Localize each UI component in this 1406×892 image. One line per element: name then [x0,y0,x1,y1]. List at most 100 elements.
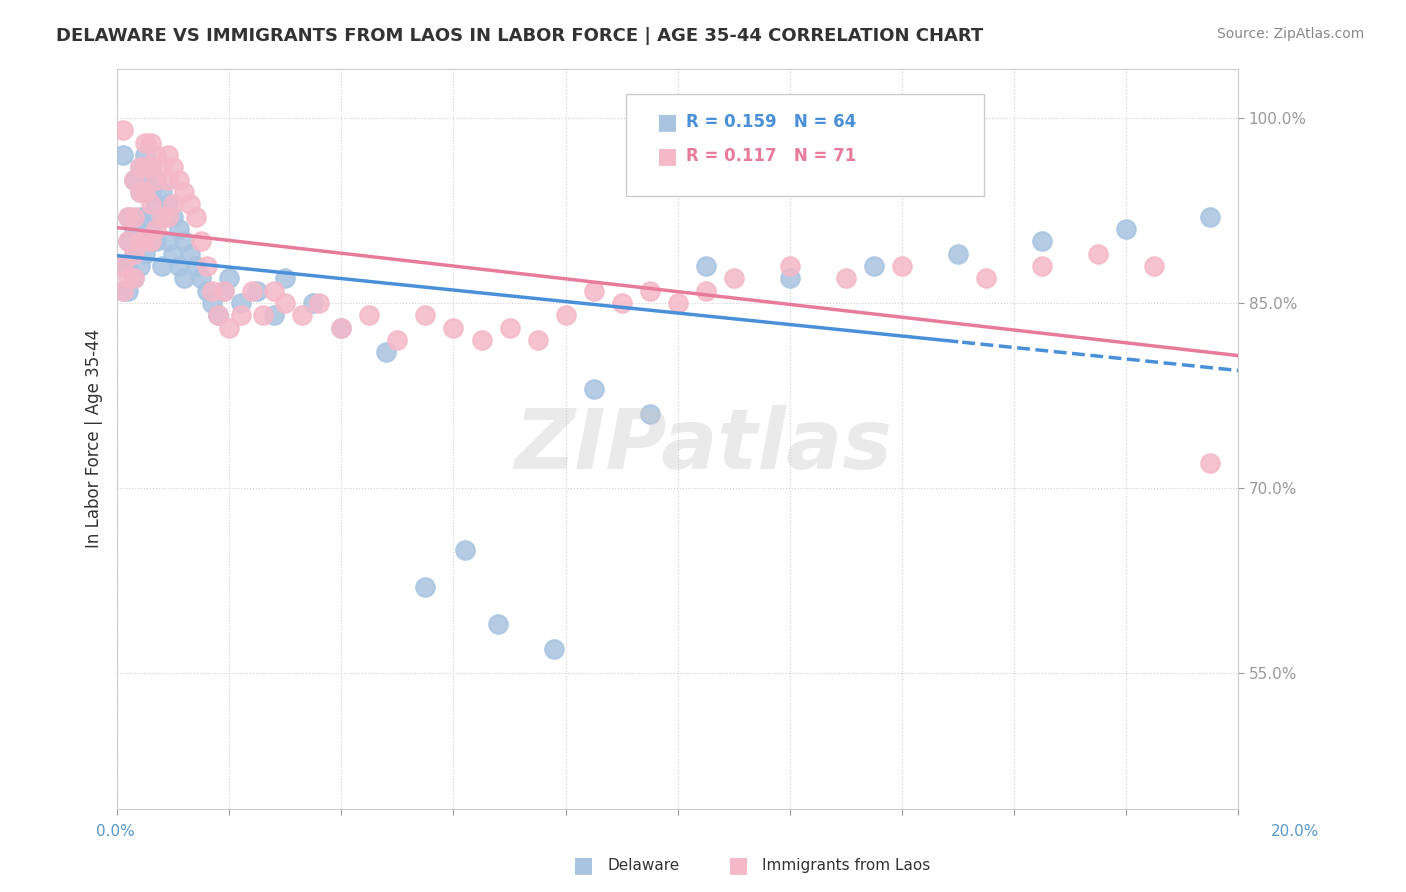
Point [274,296,297,310]
Point [167,222,190,236]
Point [122,210,145,224]
Point [582,383,605,397]
Point [128,161,150,175]
Point [1199,457,1222,471]
Point [486,616,509,631]
Text: ■: ■ [574,855,593,875]
Point [779,271,801,285]
Point [723,271,745,285]
Point [263,309,285,323]
Point [117,235,139,249]
Point [890,259,912,273]
Point [145,197,167,211]
Point [128,259,150,273]
Point [111,148,134,162]
Point [139,197,162,211]
Point [128,185,150,199]
Point [117,259,139,273]
Point [134,136,156,150]
Point [145,148,167,162]
Point [695,284,717,298]
Point [150,210,173,224]
Text: ZIPatlas: ZIPatlas [515,406,891,486]
Point [122,172,145,186]
Point [134,185,156,199]
Point [145,172,167,186]
Point [554,309,576,323]
Point [263,284,285,298]
Point [246,284,269,298]
Point [1143,259,1166,273]
Point [302,296,325,310]
Point [150,161,173,175]
Point [111,284,134,298]
Point [582,284,605,298]
Point [134,210,156,224]
Point [167,259,190,273]
Point [156,197,179,211]
Point [122,271,145,285]
Point [638,284,661,298]
Point [156,148,179,162]
Point [415,580,437,594]
Point [122,246,145,260]
Point [375,345,398,359]
Point [162,197,184,211]
Text: DELAWARE VS IMMIGRANTS FROM LAOS IN LABOR FORCE | AGE 35-44 CORRELATION CHART: DELAWARE VS IMMIGRANTS FROM LAOS IN LABO… [56,27,983,45]
Point [128,161,150,175]
Point [1087,246,1109,260]
Point [134,235,156,249]
Point [134,246,156,260]
Point [179,197,201,211]
Y-axis label: In Labor Force | Age 35-44: In Labor Force | Age 35-44 [86,329,103,549]
Point [946,246,969,260]
Point [150,259,173,273]
Text: ■: ■ [728,855,748,875]
Point [229,296,252,310]
Point [1199,210,1222,224]
Point [443,320,465,334]
Point [229,309,252,323]
Point [1031,235,1053,249]
Point [156,210,179,224]
Text: 20.0%: 20.0% [1271,824,1319,838]
Point [291,309,314,323]
Point [139,185,162,199]
Point [128,235,150,249]
Point [415,309,437,323]
Point [218,320,240,334]
Point [117,210,139,224]
Point [184,210,207,224]
Point [207,309,229,323]
Point [195,259,218,273]
Point [162,210,184,224]
Text: R = 0.159   N = 64: R = 0.159 N = 64 [686,113,856,131]
Point [779,259,801,273]
Text: Source: ZipAtlas.com: Source: ZipAtlas.com [1216,27,1364,41]
Text: ■: ■ [657,146,678,166]
Point [218,271,240,285]
Point [274,271,297,285]
Point [610,296,633,310]
Point [122,172,145,186]
Point [139,222,162,236]
Text: ■: ■ [657,112,678,132]
Point [134,172,156,186]
Point [134,161,156,175]
Point [212,284,235,298]
Point [128,210,150,224]
Point [252,309,274,323]
Point [190,271,212,285]
Point [111,123,134,137]
Point [359,309,381,323]
Point [150,185,173,199]
Point [308,296,330,310]
Point [162,161,184,175]
Point [330,320,353,334]
Point [156,172,179,186]
Point [835,271,858,285]
Point [1115,222,1137,236]
Point [139,161,162,175]
Point [201,284,224,298]
Point [111,259,134,273]
